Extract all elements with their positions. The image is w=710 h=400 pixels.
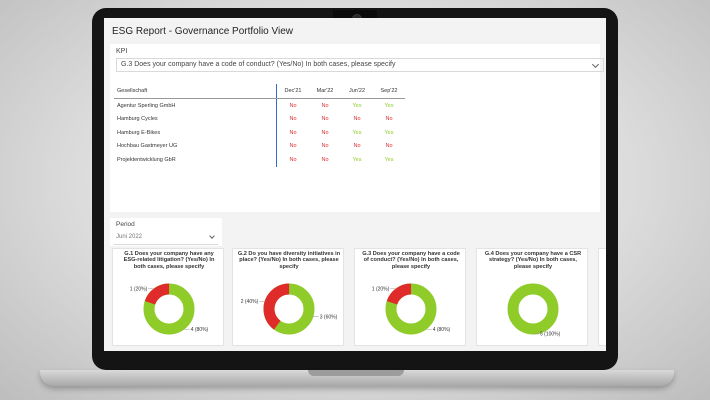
data-label-yes: 3 (60%) (320, 314, 338, 320)
kpi-donut-card[interactable]: G.2 Do you have diversity initiatives in… (232, 248, 344, 346)
answer-cell: Yes (352, 102, 362, 109)
answer-cell: No (276, 139, 309, 153)
donut-chart: 5 (100%) (507, 283, 561, 338)
company-name: Hochbau Gastmeyer UG (117, 143, 178, 150)
data-label-no: 1 (20%) (372, 286, 390, 292)
answer-cell: No (276, 126, 309, 140)
company-name: Projektentwicklung GbR (117, 156, 176, 163)
kpi-selected-value: G.3 Does your company have a code of con… (121, 61, 396, 68)
answer-cell: Yes (352, 129, 362, 136)
period-label: Period (116, 221, 135, 228)
data-label-yes: 4 (80%) (191, 327, 209, 333)
answer-cell: No (385, 116, 393, 123)
laptop-base (40, 370, 674, 386)
page-title: ESG Report - Governance Portfolio View (112, 26, 294, 37)
data-label-no: 1 (20%) (130, 286, 148, 292)
table-row[interactable]: Hamburg E-Bikes No No Yes Yes (114, 126, 405, 140)
company-name: Hamburg E-Bikes (117, 129, 161, 136)
donut-chart: 1 (20%) 4 (80%) (372, 283, 451, 335)
period-selected-value: Juni 2022 (116, 234, 143, 240)
answer-cell: No (321, 129, 329, 136)
answer-cell: No (321, 102, 329, 109)
answer-cell: No (321, 143, 329, 150)
card-title: G.5 ... repo... (603, 251, 606, 257)
answer-cell: No (276, 112, 309, 126)
kpi-dropdown[interactable]: G.3 Does your company have a code of con… (116, 58, 604, 72)
column-header-quarter[interactable]: Jun'22 (341, 84, 373, 99)
donut-chart: 2 (40%) 3 (60%) (241, 283, 338, 335)
column-header-quarter[interactable]: Mar'22 (309, 84, 341, 99)
data-label-yes: 4 (80%) (433, 327, 451, 333)
chevron-down-icon[interactable] (591, 60, 600, 69)
answer-cell: No (276, 98, 309, 113)
donut-chart: 1 (20%) 4 (80%) (130, 283, 209, 335)
kpi-donut-card[interactable]: G.4 Does your company have a CSR strateg… (476, 248, 588, 346)
answer-cell: Yes (384, 156, 394, 163)
kpi-donut-card[interactable]: G.5 ... repo... (598, 248, 606, 346)
card-title: G.3 Does your company have a code of con… (362, 251, 460, 270)
answer-cell: No (321, 116, 329, 123)
table-row[interactable]: Hamburg Cycles No No No No (114, 112, 405, 126)
table-row[interactable]: Projektentwicklung GbR No No Yes Yes (114, 153, 405, 167)
answer-cell: No (353, 116, 361, 123)
report-screen: ESG Report - Governance Portfolio View K… (104, 18, 606, 351)
card-title: G.2 Do you have diversity initiatives in… (237, 251, 341, 270)
donut-slice-yes (507, 283, 559, 335)
answer-cell: No (321, 156, 329, 163)
period-dropdown[interactable]: Juni 2022 (114, 232, 218, 245)
card-title: G.1 Does your company have any ESG-relat… (123, 251, 215, 270)
chevron-down-icon[interactable] (209, 233, 215, 239)
company-name: Hamburg Cycles (117, 116, 158, 123)
table-row[interactable]: Hochbau Gastmeyer UG No No No No (114, 139, 405, 153)
answer-cell: Yes (352, 156, 362, 163)
column-header-company[interactable]: Gesellschaft (114, 84, 277, 99)
kpi-donut-card[interactable]: G.3 Does your company have a code of con… (354, 248, 466, 346)
column-header-quarter[interactable]: Sep'22 (373, 84, 405, 99)
kpi-label: KPI (116, 48, 128, 55)
table-row[interactable]: Agentur Sperling GmbH No No Yes Yes (114, 98, 405, 113)
donut-slice-no (263, 283, 315, 335)
answer-cell: Yes (384, 102, 394, 109)
answer-cell: No (353, 143, 361, 150)
card-title: G.4 Does your company have a CSR strateg… (484, 251, 582, 270)
laptop-base-lip (308, 370, 404, 376)
answer-cell: Yes (384, 129, 394, 136)
answer-cell: No (385, 143, 393, 150)
answer-cell: No (276, 153, 309, 167)
company-name: Agentur Sperling GmbH (117, 102, 176, 109)
kpi-matrix-table: Gesellschaft Dec'21 Mar'22 Jun'22 Sep'22 Agen… (110, 80, 600, 212)
data-label-yes: 5 (100%) (540, 332, 561, 338)
column-header-quarter[interactable]: Dec'21 (276, 84, 309, 99)
period-slicer: Period Juni 2022 (110, 218, 222, 246)
kpi-donut-card[interactable]: G.1 Does your company have any ESG-relat… (112, 248, 224, 346)
data-label-no: 2 (40%) (241, 299, 259, 305)
